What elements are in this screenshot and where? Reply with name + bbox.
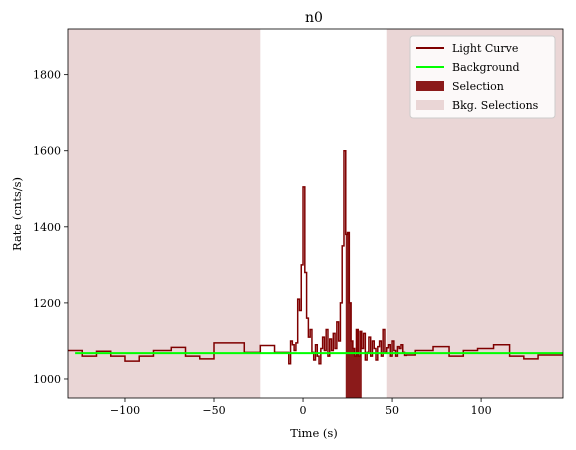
x-tick-label: −100 [110,404,140,417]
legend-label: Selection [452,80,504,93]
chart-title: n0 [305,10,323,26]
y-tick-label: 1200 [33,297,61,310]
y-axis-label: Rate (cnts/s) [10,177,24,251]
axes: −100 −50 0 50 100 1000 1200 1400 1600 1800 [33,28,564,417]
legend-swatch-bkg_selection [416,100,444,110]
light-curve-line [68,149,563,365]
y-tick-label: 1000 [33,373,61,386]
legend-label: Light Curve [452,42,518,55]
x-tick-label: −50 [202,404,225,417]
legend-label: Bkg. Selections [452,99,539,112]
x-axis-label: Time (s) [290,426,338,440]
selection-fill [345,232,362,398]
x-tick-label: 0 [300,404,307,417]
legend: Light Curve Background Selection Bkg. Selec… [409,35,556,119]
y-tick-label: 1400 [33,221,61,234]
legend-label: Background [452,61,520,74]
legend-box [409,35,556,119]
axes-frame [67,28,564,399]
legend-swatch-selection [416,81,444,91]
y-tick-label: 1800 [33,69,61,82]
x-tick-label: 100 [471,404,492,417]
y-tick-label: 1600 [33,145,61,158]
bkg-selection-region-0 [68,29,261,398]
x-tick-label: 50 [385,404,399,417]
